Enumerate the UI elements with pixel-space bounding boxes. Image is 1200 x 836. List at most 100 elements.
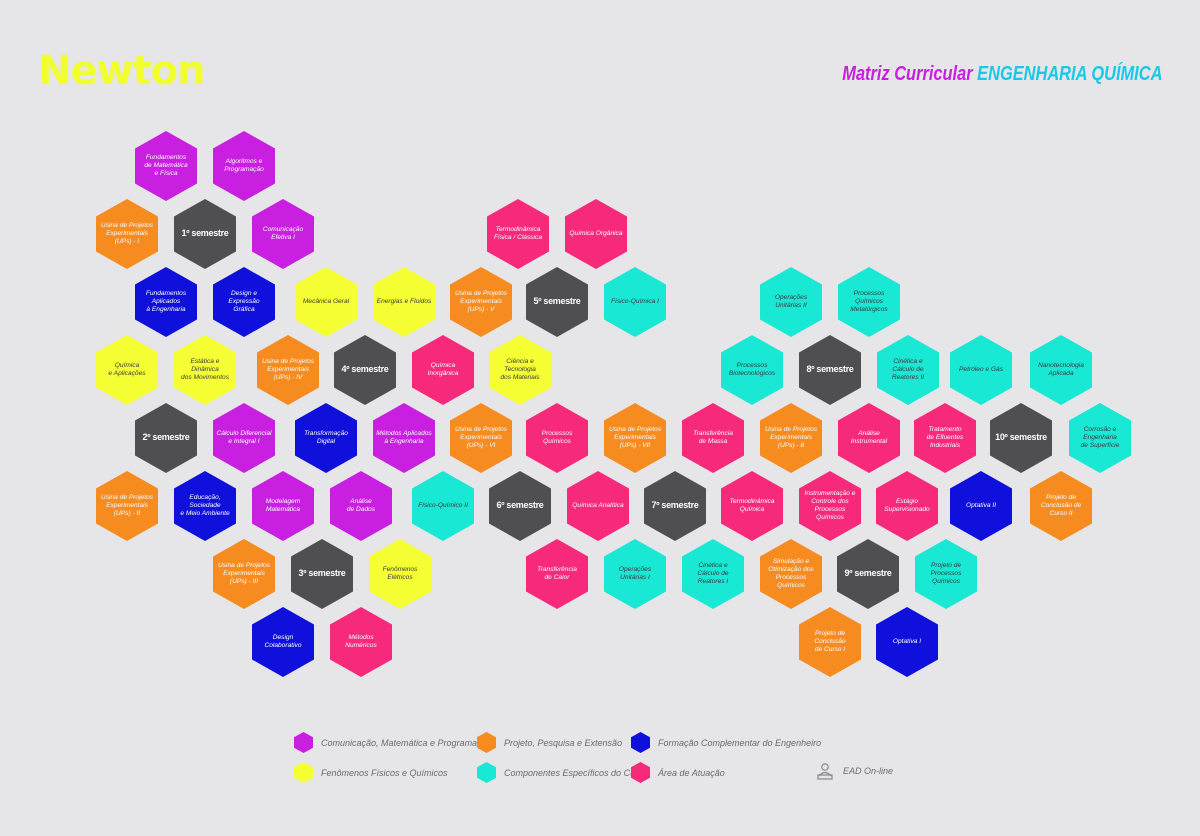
course-hex: Usina de Projetos Experimentais (UPs) - … bbox=[450, 267, 512, 337]
course-hex: Mecânica Geral bbox=[295, 267, 357, 337]
course-hex: Termodinâmica Física / Clássica bbox=[487, 199, 549, 269]
course-hex: Ciência e Tecnologia dos Materiais bbox=[489, 335, 551, 405]
legend-label: Formação Complementar do Engenheiro bbox=[658, 737, 822, 748]
course-label: Mecânica Geral bbox=[302, 297, 350, 305]
course-label: Usina de Projetos Experimentais (UPs) - … bbox=[454, 425, 508, 450]
semester-label: 5º semestre bbox=[533, 296, 581, 307]
semester-hex: 3º semestre bbox=[291, 539, 353, 609]
semester-hex: 5º semestre bbox=[526, 267, 588, 337]
legend-item: EAD On-line bbox=[817, 762, 893, 780]
page-title: Matriz Curricular ENGENHARIA QUÍMICA bbox=[842, 63, 1162, 86]
legend-item: Comunicação, Matemática e Programação bbox=[294, 732, 492, 753]
course-label: Métodos Numéricos bbox=[345, 633, 377, 649]
course-label: Usina de Projetos Experimentais (UPs) - … bbox=[100, 493, 154, 518]
course-hex: Simulação e Otimização dos Processos Quí… bbox=[760, 539, 822, 609]
course-label: Estágio Supervisionado bbox=[884, 497, 930, 513]
course-hex: Optativa II bbox=[950, 471, 1012, 541]
course-hex: Usina de Projetos Experimentais (UPs) - … bbox=[96, 199, 158, 269]
course-hex: Estágio Supervisionado bbox=[876, 471, 938, 541]
semester-hex: 6º semestre bbox=[489, 471, 551, 541]
course-label: Nanotecnologia Aplicada bbox=[1038, 361, 1084, 377]
course-label: Transferência de Massa bbox=[693, 429, 733, 445]
semester-label: 6º semestre bbox=[496, 500, 544, 511]
semester-label: 1º semestre bbox=[181, 228, 229, 239]
legend-label: Comunicação, Matemática e Programação bbox=[321, 737, 492, 748]
course-hex: Métodos Numéricos bbox=[330, 607, 392, 677]
course-hex: Usina de Projetos Experimentais (UPs) - … bbox=[213, 539, 275, 609]
course-hex: Usina de Projetos Experimentais (UPs) - … bbox=[450, 403, 512, 473]
course-label: Usina de Projetos Experimentais (UPs) - … bbox=[261, 357, 315, 382]
semester-label: 9º semestre bbox=[844, 568, 892, 579]
course-hex: Usina de Projetos Experimentais (UPs) - … bbox=[760, 403, 822, 473]
course-hex: Operações Unitárias I bbox=[604, 539, 666, 609]
course-label: Modelagem Matemática bbox=[265, 497, 301, 513]
course-label: Algoritmos e Programação bbox=[224, 157, 264, 173]
course-label: Análise Instrumental bbox=[850, 429, 888, 445]
course-hex: Usina de Projetos Experimentais (UPs) - … bbox=[96, 471, 158, 541]
course-label: Cinética e Cálculo de Reatores I bbox=[697, 561, 729, 586]
course-label: Simulação e Otimização dos Processos Quí… bbox=[768, 557, 814, 590]
course-hex: Fenômenos Elétricos bbox=[369, 539, 431, 609]
course-label: Tratamento de Efluentes Industriais bbox=[926, 425, 964, 450]
title-course: ENGENHARIA QUÍMICA bbox=[976, 63, 1162, 85]
semester-hex: 7º semestre bbox=[644, 471, 706, 541]
course-hex: Estática e Dinâmica dos Movimentos bbox=[174, 335, 236, 405]
course-hex: Projeto de Processos Químicos bbox=[915, 539, 977, 609]
course-hex: Design Colaborativo bbox=[252, 607, 314, 677]
course-label: Comunicação Efetiva I bbox=[262, 225, 304, 241]
course-label: Projeto de Conclusão de Curso II bbox=[1040, 493, 1082, 518]
course-label: Estática e Dinâmica dos Movimentos bbox=[180, 357, 229, 382]
course-label: Usina de Projetos Experimentais (UPs) - … bbox=[454, 289, 508, 314]
course-label: Termodinâmica Química bbox=[729, 497, 775, 513]
legend-swatch bbox=[477, 732, 496, 753]
course-hex: Corrosão e Engenharia de Superfície bbox=[1069, 403, 1131, 473]
course-hex: Educação, Sociedade e Meio Ambiente bbox=[174, 471, 236, 541]
course-label: Usina de Projetos Experimentais (UPs) - … bbox=[608, 425, 662, 450]
course-label: Design e Expressão Gráfica bbox=[228, 289, 260, 314]
course-label: Química Inorgânica bbox=[427, 361, 459, 377]
course-label: Fundamentos de Matemática e Física bbox=[144, 153, 188, 178]
semester-hex: 4º semestre bbox=[334, 335, 396, 405]
title-prefix: Matriz Curricular bbox=[841, 63, 973, 85]
course-label: Usina de Projetos Experimentais (UPs) - … bbox=[217, 561, 271, 586]
course-hex: Usina de Projetos Experimentais (UPs) - … bbox=[257, 335, 319, 405]
course-label: Corrosão e Engenharia de Superfície bbox=[1080, 425, 1120, 450]
course-label: Usina de Projetos Experimentais (UPs) - … bbox=[100, 221, 154, 246]
course-label: Optativa I bbox=[892, 637, 922, 645]
course-hex: Operações Unitárias II bbox=[760, 267, 822, 337]
course-hex: Processos Químicos bbox=[526, 403, 588, 473]
legend-label: Fenômenos Físicos e Químicos bbox=[321, 767, 448, 778]
legend-label: Projeto, Pesquisa e Extensão bbox=[504, 737, 623, 748]
legend-item: Formação Complementar do Engenheiro bbox=[631, 732, 821, 753]
course-hex: Métodos Aplicados à Engenharia bbox=[373, 403, 435, 473]
course-hex: Transformação Digital bbox=[295, 403, 357, 473]
course-hex: Química Analítica bbox=[567, 471, 629, 541]
course-hex: Optativa I bbox=[876, 607, 938, 677]
course-hex: Cinética e Cálculo de Reatores I bbox=[682, 539, 744, 609]
course-hex: Termodinâmica Química bbox=[721, 471, 783, 541]
newton-logo: Newton bbox=[38, 48, 206, 94]
semester-hex: 8º semestre bbox=[799, 335, 861, 405]
course-label: Métodos Aplicados à Engenharia bbox=[376, 429, 432, 445]
course-hex: Transferência de Massa bbox=[682, 403, 744, 473]
legend-swatch bbox=[294, 732, 313, 753]
course-hex: Química e Aplicações bbox=[96, 335, 158, 405]
semester-label: 8º semestre bbox=[806, 364, 854, 375]
course-hex: Fundamentos de Matemática e Física bbox=[135, 131, 197, 201]
course-hex: Físico-Química I bbox=[604, 267, 666, 337]
course-label: Instrumentação e Controle dos Processos … bbox=[804, 489, 856, 522]
course-hex: Físico-Químico II bbox=[412, 471, 474, 541]
legend-swatch bbox=[294, 762, 313, 783]
legend-swatch bbox=[477, 762, 496, 783]
course-hex: Algoritmos e Programação bbox=[213, 131, 275, 201]
legend-item: Projeto, Pesquisa e Extensão bbox=[477, 732, 622, 753]
course-hex: Nanotecnologia Aplicada bbox=[1030, 335, 1092, 405]
course-hex: Energias e Fluidos bbox=[373, 267, 435, 337]
course-label: Educação, Sociedade e Meio Ambiente bbox=[180, 493, 230, 518]
semester-label: 4º semestre bbox=[341, 364, 389, 375]
course-label: Fundamentos Aplicados à Engenharia bbox=[145, 289, 187, 314]
course-hex: Transferência de Calor bbox=[526, 539, 588, 609]
legend-label: Componentes Específicos do Curso bbox=[504, 767, 648, 778]
course-label: Processos Químicos Metalúrgicos bbox=[850, 289, 888, 314]
course-hex: Tratamento de Efluentes Industriais bbox=[914, 403, 976, 473]
